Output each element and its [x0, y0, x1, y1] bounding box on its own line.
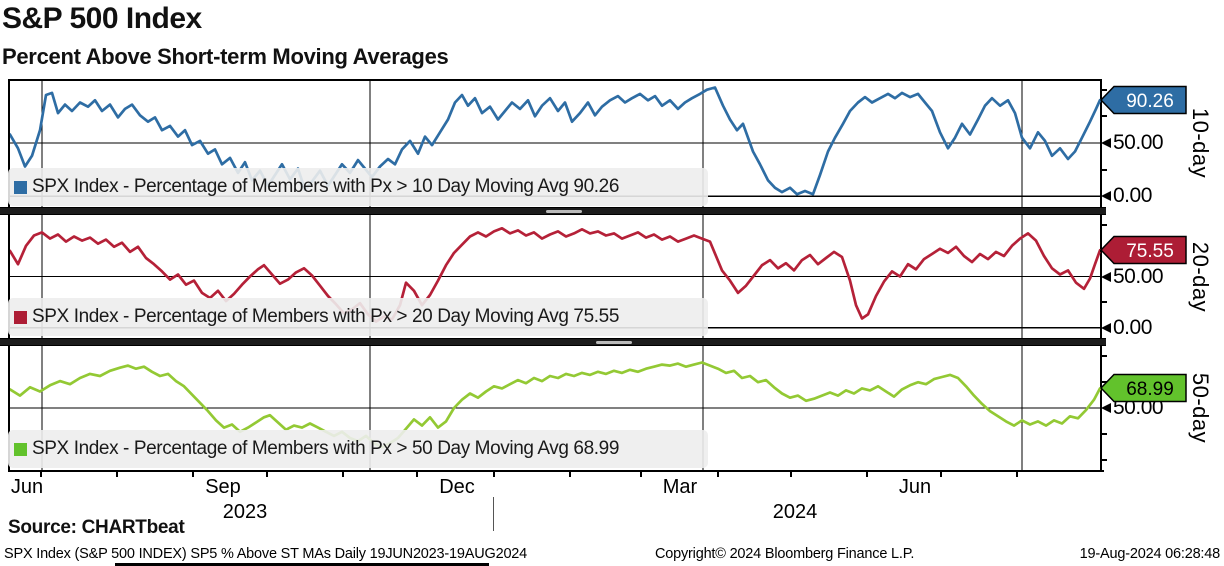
- x-axis-tick: [1016, 471, 1018, 477]
- x-axis-month-label: Sep: [205, 476, 241, 498]
- legend-label: SPX Index - Percentage of Members with P…: [32, 438, 619, 459]
- legend-label: SPX Index - Percentage of Members with P…: [32, 306, 619, 327]
- x-axis-tick: [40, 471, 42, 477]
- x-axis-year-label: 2023: [222, 501, 268, 523]
- x-axis-tick: [342, 471, 344, 477]
- y-tick-arrow-icon: [1101, 323, 1111, 333]
- panel-separator[interactable]: [0, 207, 1106, 215]
- y-axis-minor-tick: [1100, 224, 1107, 226]
- ticker-info: SPX Index (S&P 500 INDEX) SP5 % Above ST…: [4, 546, 528, 562]
- series-line-20-day: [10, 226, 1102, 323]
- badge-value: 90.26: [1126, 91, 1174, 112]
- y-axis-minor-tick: [1100, 115, 1107, 117]
- series-line-10-day: [10, 86, 1102, 196]
- y-axis-minor-tick: [1100, 433, 1107, 435]
- badge-value: 68.99: [1126, 379, 1174, 400]
- y-tick-label: 50.00: [1113, 131, 1164, 154]
- x-axis-tick: [717, 471, 719, 477]
- x-axis-year-label: 2024: [772, 501, 818, 523]
- y-axis-minor-tick: [1100, 381, 1107, 383]
- legend-swatch-green-icon: [14, 442, 27, 456]
- y-tick-arrow-icon: [1101, 191, 1111, 201]
- x-axis-tick: [790, 471, 792, 477]
- badge-shape: [1100, 235, 1187, 265]
- chart-left-border: [8, 79, 10, 472]
- y-tick-arrow-icon: [1101, 272, 1111, 282]
- x-axis-month-label: Dec: [439, 476, 475, 498]
- y-tick-label: 50.00: [1113, 265, 1164, 288]
- x-axis-tick: [940, 471, 942, 477]
- x-axis-tick: [192, 471, 194, 477]
- window-edge-artifact: [115, 563, 489, 566]
- y-tick-arrow-icon: [1101, 138, 1111, 148]
- separator-grip-icon[interactable]: [546, 210, 582, 213]
- y-axis-minor-tick: [1100, 89, 1107, 91]
- x-axis-tick: [416, 471, 418, 477]
- panel-separator[interactable]: [0, 338, 1106, 346]
- legend-label: SPX Index - Percentage of Members with P…: [32, 176, 619, 197]
- x-axis-tick: [569, 471, 571, 477]
- y-axis-minor-tick: [1100, 459, 1107, 461]
- x-axis-month-label: Jun: [898, 476, 932, 498]
- y-tick-label: 0.00: [1113, 316, 1152, 339]
- x-axis-tick: [266, 471, 268, 477]
- legend-50-day: SPX Index - Percentage of Members with P…: [8, 430, 708, 468]
- timestamp: 19-Aug-2024 06:28:48: [1079, 546, 1221, 562]
- copyright-notice: Copyright© 2024 Bloomberg Finance L.P.: [655, 546, 915, 562]
- x-axis-tick: [866, 471, 868, 477]
- y-tick-arrow-icon: [1101, 403, 1111, 413]
- last-value-badge-50-day: 68.99: [1100, 373, 1187, 403]
- y-axis-minor-tick: [1100, 169, 1107, 171]
- y-axis-minor-tick: [1100, 355, 1107, 357]
- x-axis-month-label: Mar: [662, 476, 698, 498]
- badge-shape: [1100, 373, 1187, 403]
- badge-value: 75.55: [1126, 241, 1174, 262]
- x-axis-tick: [640, 471, 642, 477]
- x-axis-tick: [116, 471, 118, 477]
- chart-top-border: [8, 79, 1102, 81]
- legend-swatch-blue-icon: [14, 180, 27, 194]
- page-subtitle: Percent Above Short-term Moving Averages: [2, 44, 449, 69]
- x-axis-month-label: Jun: [10, 476, 44, 498]
- last-value-badge-20-day: 75.55: [1100, 235, 1187, 265]
- legend-10-day: SPX Index - Percentage of Members with P…: [8, 168, 708, 206]
- legend-20-day: SPX Index - Percentage of Members with P…: [8, 298, 708, 336]
- last-value-badge-10-day: 90.26: [1100, 85, 1187, 115]
- x-axis-tick: [493, 471, 495, 477]
- legend-swatch-red-icon: [14, 310, 27, 324]
- page-title: S&P 500 Index: [2, 2, 202, 35]
- source-label: Source: CHARTbeat: [8, 517, 185, 538]
- year-divider-line: [493, 497, 494, 531]
- y-tick-label: 0.00: [1113, 184, 1152, 207]
- x-axis-line: [8, 470, 1104, 472]
- badge-shape: [1100, 85, 1187, 115]
- separator-grip-icon[interactable]: [596, 341, 632, 344]
- y-axis-minor-tick: [1100, 301, 1107, 303]
- series-line-50-day: [10, 361, 1102, 449]
